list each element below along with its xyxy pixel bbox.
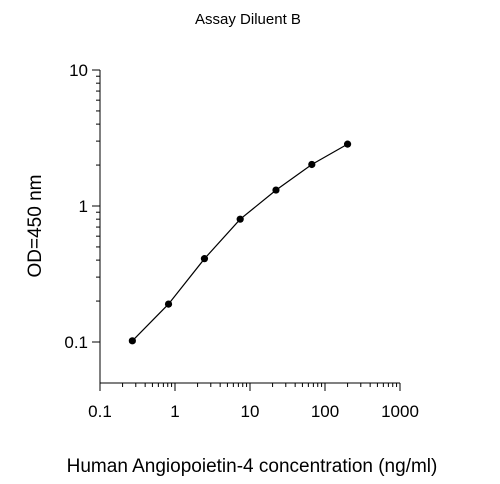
x-tick-label: 0.1 [88,402,112,421]
data-point [272,186,280,194]
y-tick-label: 0.1 [64,333,88,352]
x-tick-label: 1000 [381,402,419,421]
x-axis-ticks: 0.1 1 10 100 1000 [88,383,419,421]
data-point [200,255,209,263]
x-tick-label: 10 [241,402,260,421]
y-axis-label: OD=450 nm [25,175,46,278]
series-line [131,143,348,342]
data-point [128,337,136,345]
data-point [308,160,316,169]
x-tick-label: 100 [311,402,339,421]
y-axis-ticks: 0.1 1 10 [64,61,100,352]
y-tick-label: 10 [69,61,88,80]
plot-area: 0.1 1 10 0.1 1 10 100 1000 [64,61,419,421]
data-point [164,300,173,308]
series-markers [128,140,352,345]
data-point [236,215,244,223]
data-point [343,140,352,148]
chart-title: Assay Diluent B [195,11,301,28]
x-axis-label: Human Angiopoietin-4 concentration (ng/m… [67,456,438,477]
x-tick-label: 1 [170,402,179,421]
y-tick-label: 1 [79,197,88,216]
